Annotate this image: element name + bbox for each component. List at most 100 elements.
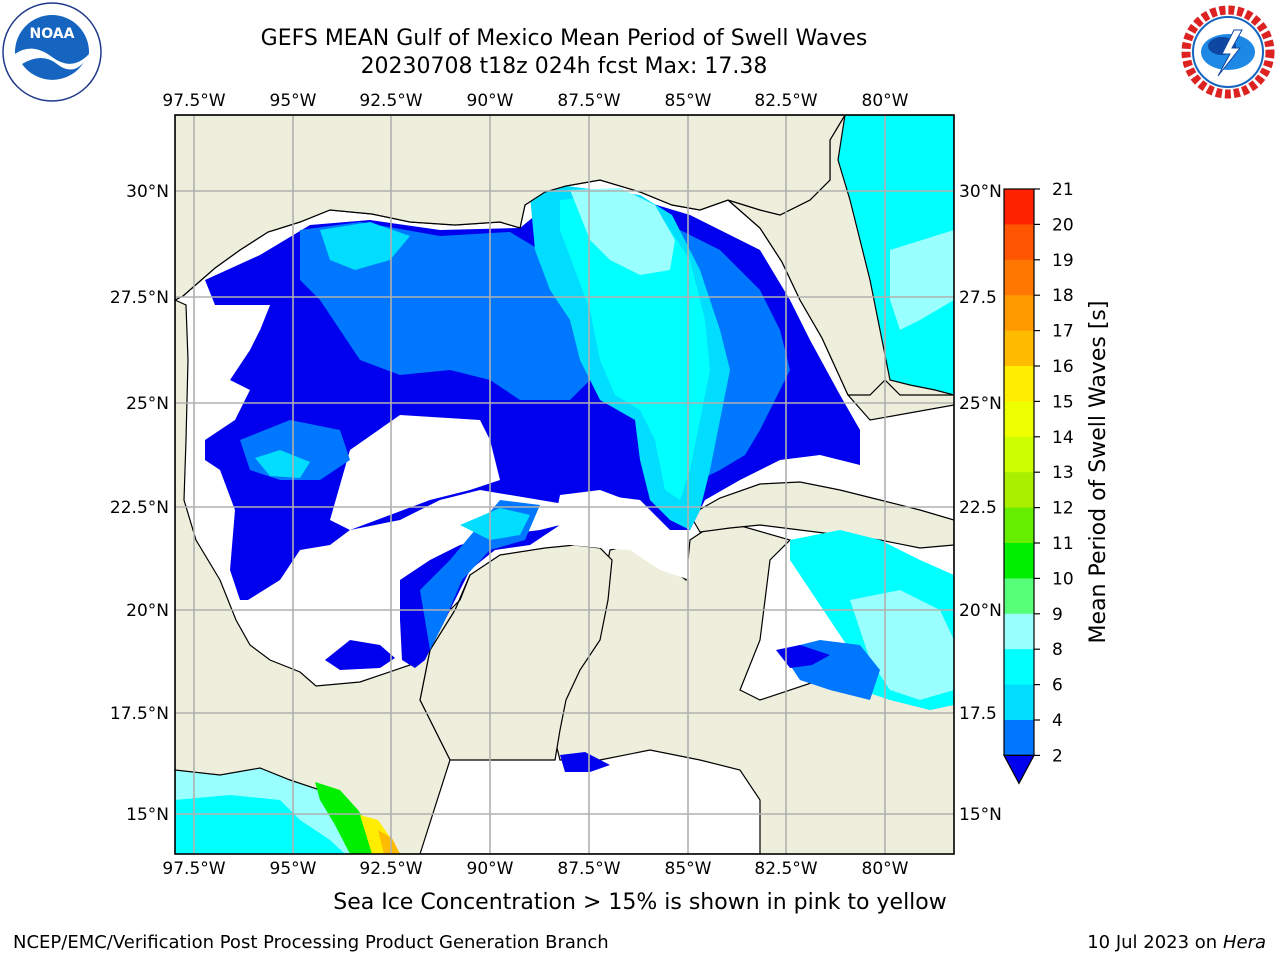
north-coastline [175, 115, 846, 301]
colorbar-segment [1004, 224, 1034, 261]
loop-current-light [570, 188, 675, 275]
caribbean-darkblue [776, 645, 830, 668]
colorbar-tick-label: 16 [1052, 357, 1074, 377]
footer-organization: NCEP/EMC/Verification Post Processing Pr… [13, 932, 609, 953]
colorbar-segment [1004, 507, 1034, 544]
colorbar-segment [1004, 330, 1034, 367]
colorbar-segment [1004, 578, 1034, 615]
colorbar-tick-label: 13 [1052, 463, 1074, 483]
lat-label: 30°N [126, 182, 169, 202]
lon-label: 95°W [270, 91, 317, 111]
lon-label: 87.5°W [557, 91, 620, 111]
lon-label: 87.5°W [557, 859, 620, 879]
colorbar-tick-label: 2 [1052, 746, 1063, 766]
colorbar-tick-label: 17 [1052, 322, 1074, 342]
colorbar-segment [1004, 649, 1034, 686]
lon-label: 90°W [467, 859, 514, 879]
map-title: GEFS MEAN Gulf of Mexico Mean Period of … [260, 26, 868, 51]
map-area [175, 115, 954, 854]
lat-label: 17.5 [959, 704, 997, 724]
colorbar-tick-label: 15 [1052, 392, 1074, 412]
nodata-sw [240, 540, 400, 660]
lat-labels-right: 30°N 27.5 25°N 22.5 20°N 17.5 15°N [959, 182, 1002, 825]
lat-label: 17.5°N [110, 704, 169, 724]
map-frame [174, 114, 955, 855]
lon-label: 95°W [270, 859, 317, 879]
colorbar-segment [1004, 366, 1034, 402]
loop-current-bright [560, 195, 710, 500]
colorbar-segment [1004, 472, 1034, 509]
colorbar-tick-label: 10 [1052, 569, 1074, 589]
colorbar-segment [1004, 189, 1034, 225]
lat-label: 15°N [126, 805, 169, 825]
lat-label: 22.5°N [110, 498, 169, 518]
lat-label: 20°N [959, 601, 1002, 621]
footer-date-text: 10 Jul 2023 on [1087, 932, 1223, 953]
lat-label: 27.5°N [110, 288, 169, 308]
swell-field-blue [300, 222, 590, 400]
lon-label: 80°W [862, 859, 909, 879]
colorbar-label: Mean Period of Swell Waves [s] [1086, 301, 1111, 644]
nodata-center [330, 415, 500, 530]
colorbar-tick-label: 20 [1052, 215, 1074, 235]
lon-label: 80°W [862, 91, 909, 111]
lat-label: 22.5 [959, 498, 997, 518]
colorbar-segment [1004, 720, 1034, 756]
nws-logo [1179, 3, 1277, 101]
bay-campeche-darkblue [325, 640, 395, 670]
lat-label: 20°N [126, 601, 169, 621]
pacific-swell-cyan [175, 795, 345, 854]
lat-label: 25°N [959, 394, 1002, 414]
colorbar-tick-label: 14 [1052, 428, 1074, 448]
swell-band-yucatan-inner [420, 500, 540, 650]
lon-labels-bottom: 97.5°W 95°W 92.5°W 90°W 87.5°W 85°W 82.5… [162, 859, 908, 879]
pacific-swell-orange [378, 830, 400, 854]
colorbar-tick-label: 21 [1052, 180, 1074, 200]
colorbar-segment [1004, 259, 1034, 296]
footer-date: 10 Jul 2023 on Hera [1087, 932, 1266, 953]
colorbar-tick-label: 9 [1052, 605, 1063, 625]
graticule [175, 115, 954, 854]
swell-field-cyan-sw [255, 450, 310, 478]
swell-band-yucatan [400, 525, 560, 668]
sea-ice-caption: Sea Ice Concentration > 15% is shown in … [333, 890, 947, 915]
lat-label: 15°N [959, 805, 1002, 825]
colorbar-tick-label: 6 [1052, 676, 1063, 696]
lon-label: 97.5°W [162, 859, 225, 879]
swell-field-cyan-nw [320, 222, 410, 270]
lat-label: 27.5 [959, 288, 997, 308]
mexico-land [175, 299, 471, 854]
atlantic-swell-light [890, 230, 954, 330]
noaa-logo: NOAA [2, 2, 102, 102]
colorbar-tick-label: 18 [1052, 286, 1074, 306]
colorbar-segment [1004, 684, 1034, 721]
colorbar-segment [1004, 543, 1034, 579]
colorbar-tick-label: 12 [1052, 499, 1074, 519]
honduras-darkblue [560, 752, 610, 772]
lat-label: 30°N [959, 182, 1002, 202]
noaa-logo-text: NOAA [30, 26, 75, 42]
lon-labels-top: 97.5°W 95°W 92.5°W 90°W 87.5°W 85°W 82.5… [162, 91, 908, 111]
lat-labels-left: 30°N 27.5°N 25°N 22.5°N 20°N 17.5°N 15°N [110, 182, 169, 825]
colorbar [1002, 188, 1036, 785]
colorbar-tick-label: 19 [1052, 251, 1074, 271]
lon-label: 92.5°W [359, 859, 422, 879]
swell-band-yucatan-cyan [460, 508, 530, 540]
lon-label: 92.5°W [359, 91, 422, 111]
map-subtitle: 20230708 t18z 024h fcst Max: 17.38 [360, 54, 768, 79]
colorbar-tick-label: 11 [1052, 534, 1074, 554]
colorbar-segment [1004, 613, 1034, 650]
colorbar-tick-label: 8 [1052, 640, 1063, 660]
nodata-west [188, 305, 270, 400]
colorbar-ticks: 21 20 19 18 17 16 15 14 13 12 11 10 9 8 6 4 2 [1034, 180, 1074, 766]
lat-label: 25°N [126, 394, 169, 414]
colorbar-segment [1004, 295, 1034, 332]
lon-label: 82.5°W [754, 91, 817, 111]
lon-label: 97.5°W [162, 91, 225, 111]
lon-label: 82.5°W [754, 859, 817, 879]
colorbar-tick-label: 4 [1052, 711, 1063, 731]
colorbar-extend-arrow [1002, 754, 1036, 785]
lon-label: 90°W [467, 91, 514, 111]
colorbar-segment [1004, 401, 1034, 438]
